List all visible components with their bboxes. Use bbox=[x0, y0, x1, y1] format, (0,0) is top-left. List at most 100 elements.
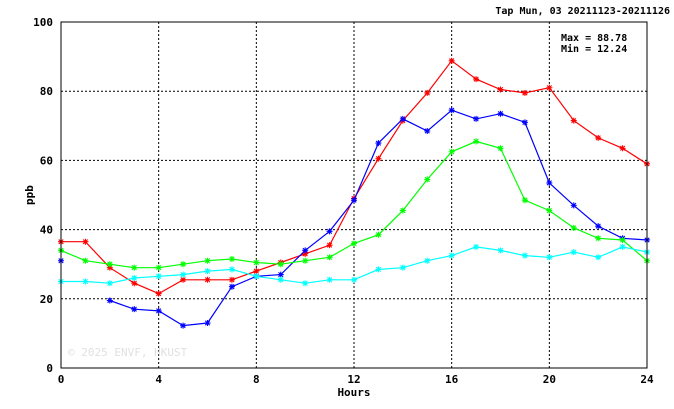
data-point bbox=[326, 242, 333, 249]
x-tick-label: 0 bbox=[58, 373, 65, 386]
y-tick-label: 40 bbox=[40, 224, 53, 237]
series-3 bbox=[58, 243, 650, 287]
data-point bbox=[277, 261, 284, 268]
x-axis-label: Hours bbox=[337, 386, 370, 399]
data-point bbox=[473, 243, 480, 250]
data-point bbox=[155, 290, 162, 297]
data-point bbox=[424, 127, 431, 134]
data-point bbox=[253, 268, 260, 275]
data-point bbox=[106, 261, 113, 268]
data-point bbox=[277, 271, 284, 278]
data-point bbox=[253, 273, 260, 280]
y-tick-label: 100 bbox=[33, 16, 53, 29]
data-point bbox=[546, 84, 553, 91]
data-point bbox=[546, 179, 553, 186]
data-point bbox=[424, 176, 431, 183]
y-tick-label: 60 bbox=[40, 154, 53, 167]
data-point bbox=[326, 228, 333, 235]
data-point bbox=[155, 307, 162, 314]
data-point bbox=[106, 264, 113, 271]
data-point bbox=[204, 268, 211, 275]
data-point bbox=[302, 250, 309, 257]
data-point bbox=[473, 138, 480, 145]
data-point bbox=[302, 257, 309, 264]
data-point bbox=[228, 283, 235, 290]
data-point bbox=[424, 89, 431, 96]
data-point bbox=[595, 134, 602, 141]
max-stat: Max = 88.78 bbox=[561, 33, 627, 44]
data-point bbox=[619, 145, 626, 152]
data-point bbox=[375, 231, 382, 238]
grid-lines bbox=[61, 22, 647, 368]
data-point bbox=[155, 273, 162, 280]
data-point bbox=[131, 280, 138, 287]
data-point bbox=[131, 264, 138, 271]
data-point bbox=[521, 89, 528, 96]
data-point bbox=[448, 57, 455, 64]
data-point bbox=[180, 261, 187, 268]
series-2 bbox=[58, 138, 650, 271]
data-point bbox=[619, 243, 626, 250]
data-point bbox=[595, 223, 602, 230]
x-tick-label: 16 bbox=[445, 373, 459, 386]
data-point bbox=[595, 235, 602, 242]
data-point bbox=[570, 117, 577, 124]
data-point bbox=[253, 259, 260, 266]
y-tick-label: 20 bbox=[40, 293, 53, 306]
data-point bbox=[570, 224, 577, 231]
data-point bbox=[106, 297, 113, 304]
data-point bbox=[277, 276, 284, 283]
data-point bbox=[82, 238, 89, 245]
data-point bbox=[448, 252, 455, 259]
data-point bbox=[473, 115, 480, 122]
data-point bbox=[546, 254, 553, 261]
data-point bbox=[204, 320, 211, 327]
data-point bbox=[131, 306, 138, 313]
min-stat: Min = 12.24 bbox=[561, 43, 627, 55]
data-point bbox=[448, 107, 455, 114]
data-point bbox=[82, 278, 89, 285]
data-point bbox=[497, 247, 504, 254]
data-point bbox=[204, 257, 211, 264]
x-tick-label: 20 bbox=[543, 373, 556, 386]
data-point bbox=[399, 264, 406, 271]
y-tick-labels: 0 20 40 60 80 100 bbox=[33, 16, 53, 375]
data-point bbox=[375, 155, 382, 162]
data-point bbox=[302, 280, 309, 287]
data-point bbox=[521, 252, 528, 259]
data-point bbox=[448, 148, 455, 155]
data-point bbox=[595, 254, 602, 261]
chart-title: Tap Mun, 03 20211123-20211126 bbox=[495, 6, 670, 17]
data-point bbox=[326, 276, 333, 283]
data-point bbox=[326, 254, 333, 261]
data-point bbox=[521, 197, 528, 204]
data-point bbox=[497, 145, 504, 152]
data-point bbox=[399, 207, 406, 214]
data-point bbox=[424, 257, 431, 264]
y-tick-label: 0 bbox=[46, 362, 53, 375]
data-point bbox=[473, 76, 480, 83]
data-point bbox=[351, 240, 357, 247]
data-point bbox=[351, 197, 357, 204]
data-point bbox=[302, 247, 309, 254]
data-point bbox=[180, 271, 187, 278]
data-point bbox=[546, 207, 553, 214]
plot-frame bbox=[60, 21, 648, 369]
series-layer bbox=[58, 57, 650, 329]
y-axis-label: ppb bbox=[23, 185, 36, 205]
data-point bbox=[228, 276, 235, 283]
data-point bbox=[497, 110, 504, 117]
data-point bbox=[497, 86, 504, 93]
data-point bbox=[228, 266, 235, 273]
data-point bbox=[375, 140, 382, 147]
x-tick-label: 12 bbox=[347, 373, 360, 386]
data-point bbox=[155, 264, 162, 271]
data-point bbox=[375, 266, 382, 273]
data-point bbox=[399, 115, 406, 122]
data-point bbox=[228, 256, 235, 263]
data-point bbox=[351, 276, 357, 283]
data-point bbox=[82, 257, 89, 264]
data-point bbox=[570, 202, 577, 209]
y-tick-label: 80 bbox=[40, 85, 53, 98]
